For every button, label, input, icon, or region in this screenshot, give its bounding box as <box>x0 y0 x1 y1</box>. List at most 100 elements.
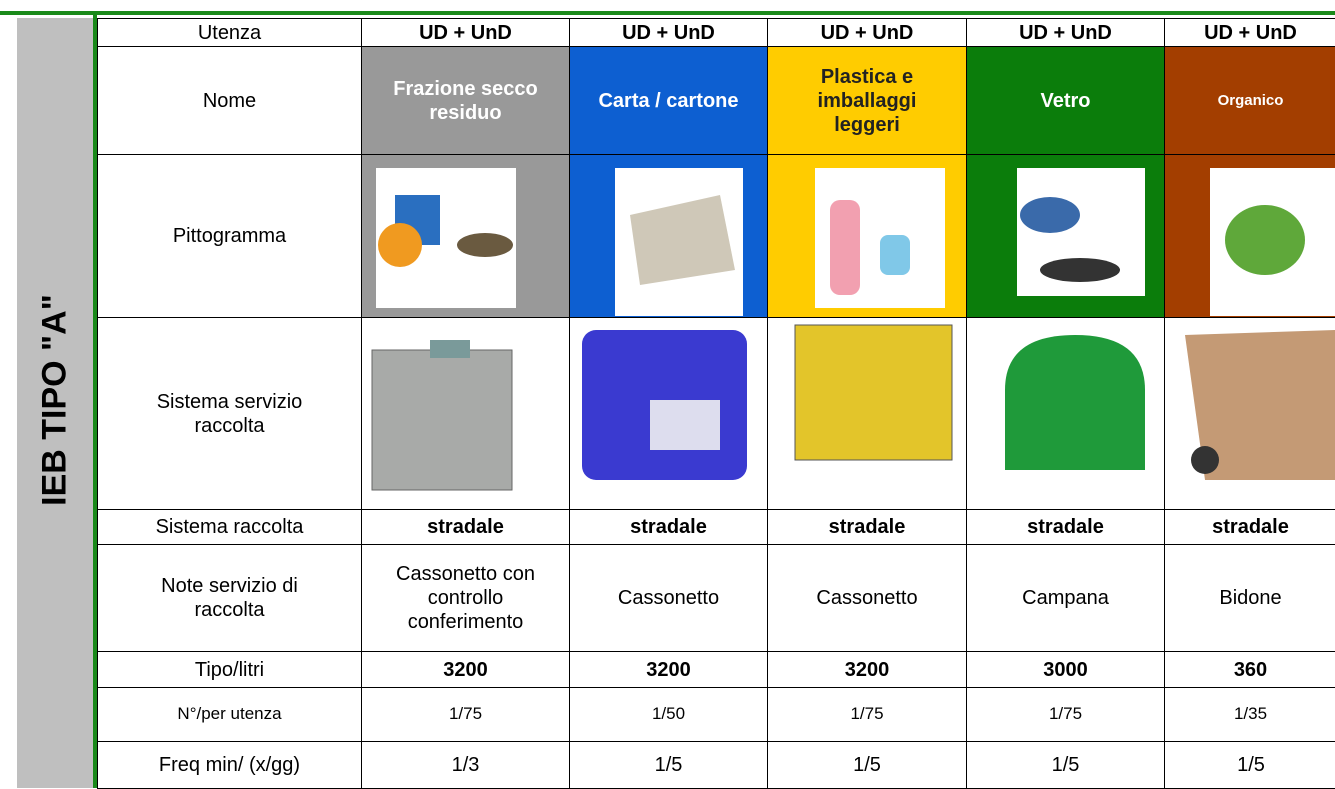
table-cell: 1/75 <box>362 688 570 742</box>
cell-text: stradale <box>1212 516 1289 538</box>
table-cell: 1/5 <box>1165 742 1335 789</box>
cell-text: stradale <box>427 516 504 538</box>
cell-text: stradale <box>630 516 707 538</box>
table-cell <box>967 318 1165 510</box>
cell-text: Campana <box>1022 587 1109 609</box>
table-cell: UD + UnD <box>362 18 570 47</box>
table-cell: 360 <box>1165 652 1335 688</box>
table-cell: 1/5 <box>570 742 768 789</box>
cell-text: Cassonetto <box>816 587 918 609</box>
cell-text: 1/75 <box>448 704 483 724</box>
row-label: Sistema raccolta <box>155 516 304 538</box>
table-cell: 1/50 <box>570 688 768 742</box>
cell-text: stradale <box>1027 516 1104 538</box>
top-rule <box>0 11 1335 15</box>
table-cell: stradale <box>570 510 768 545</box>
table-cell: stradale <box>362 510 570 545</box>
table-cell <box>570 318 768 510</box>
cell-text: Frazione secco residuo <box>393 77 538 124</box>
table-cell: UD + UnD <box>1165 18 1335 47</box>
table-cell: Plastica e imballaggi leggeri <box>768 47 967 155</box>
table-cell: Vetro <box>967 47 1165 155</box>
table-cell <box>967 155 1165 318</box>
cell-text: UD + UnD <box>820 21 914 44</box>
row-label: Note servizio di raccolta <box>161 575 298 621</box>
table-cell <box>1165 155 1335 318</box>
table-cell: UD + UnD <box>768 18 967 47</box>
table-cell <box>768 155 967 318</box>
cell-text: 1/75 <box>850 704 884 724</box>
cell-text: 1/75 <box>1048 704 1083 724</box>
cell-text: Plastica e imballaggi leggeri <box>817 65 917 136</box>
cell-text: Cassonetto con controllo conferimento <box>396 563 535 633</box>
cell-text: 3200 <box>646 658 691 681</box>
table-cell: Tipo/litri <box>97 652 362 688</box>
cell-text: Vetro <box>1040 89 1091 112</box>
table-cell: Sistema servizio raccolta <box>97 318 362 510</box>
table-cell <box>1165 318 1335 510</box>
cell-text: UD + UnD <box>1204 21 1297 44</box>
table-cell: stradale <box>768 510 967 545</box>
cell-text: 1/35 <box>1233 704 1268 724</box>
row-label: Nome <box>202 89 257 112</box>
cell-text: 3000 <box>1043 658 1088 681</box>
table-cell: 1/5 <box>768 742 967 789</box>
cell-text: UD + UnD <box>622 21 715 44</box>
table-cell: 1/3 <box>362 742 570 789</box>
table-cell: UD + UnD <box>570 18 768 47</box>
side-band <box>17 18 93 788</box>
table-cell: Freq min/ (x/gg) <box>97 742 362 789</box>
table-cell: N°/per utenza <box>97 688 362 742</box>
cell-text: 1/3 <box>451 754 480 776</box>
cell-text: 3200 <box>443 658 488 681</box>
table-cell: 1/35 <box>1165 688 1335 742</box>
row-label: N°/per utenza <box>177 704 282 724</box>
table-cell: Campana <box>967 545 1165 652</box>
cell-text: 3200 <box>844 658 890 681</box>
row-label: Tipo/litri <box>194 658 265 681</box>
table-cell <box>570 155 768 318</box>
cell-text: Cassonetto <box>617 587 720 609</box>
table-cell: Bidone <box>1165 545 1335 652</box>
row-label: Pittogramma <box>172 225 287 247</box>
table-cell: Frazione secco residuo <box>362 47 570 155</box>
table-cell: Organico <box>1165 47 1335 155</box>
table-cell <box>768 318 967 510</box>
table-cell: Cassonetto <box>768 545 967 652</box>
side-rule <box>93 15 97 788</box>
table-cell: 1/75 <box>967 688 1165 742</box>
row-label: Utenza <box>197 21 262 44</box>
cell-text: Bidone <box>1219 587 1282 609</box>
cell-text: 1/5 <box>1051 754 1080 776</box>
table-cell: 1/75 <box>768 688 967 742</box>
table-cell: Sistema raccolta <box>97 510 362 545</box>
table-cell: Utenza <box>97 18 362 47</box>
cell-text: 1/5 <box>654 754 683 776</box>
table-cell: stradale <box>967 510 1165 545</box>
table-cell: Note servizio di raccolta <box>97 545 362 652</box>
table-cell: UD + UnD <box>967 18 1165 47</box>
row-label: Sistema servizio raccolta <box>156 390 303 437</box>
row-label: Freq min/ (x/gg) <box>158 754 301 776</box>
cell-text: UD + UnD <box>1019 21 1112 44</box>
table-cell: 1/5 <box>967 742 1165 789</box>
cell-text: stradale <box>828 516 906 538</box>
table-cell: Cassonetto con controllo conferimento <box>362 545 570 652</box>
table-cell: Pittogramma <box>97 155 362 318</box>
cell-text: 1/50 <box>651 704 686 724</box>
cell-text: Carta / cartone <box>598 89 739 112</box>
cell-text: 360 <box>1233 658 1268 681</box>
table-cell: 3000 <box>967 652 1165 688</box>
table-cell <box>362 318 570 510</box>
table-cell: Carta / cartone <box>570 47 768 155</box>
cell-text: Organico <box>1217 91 1284 109</box>
table-cell: Cassonetto <box>570 545 768 652</box>
table-cell: 3200 <box>362 652 570 688</box>
table-cell: 3200 <box>570 652 768 688</box>
table-cell: 3200 <box>768 652 967 688</box>
table-cell <box>362 155 570 318</box>
cell-text: UD + UnD <box>419 21 512 44</box>
table-cell: stradale <box>1165 510 1335 545</box>
cell-text: 1/5 <box>1237 754 1265 776</box>
